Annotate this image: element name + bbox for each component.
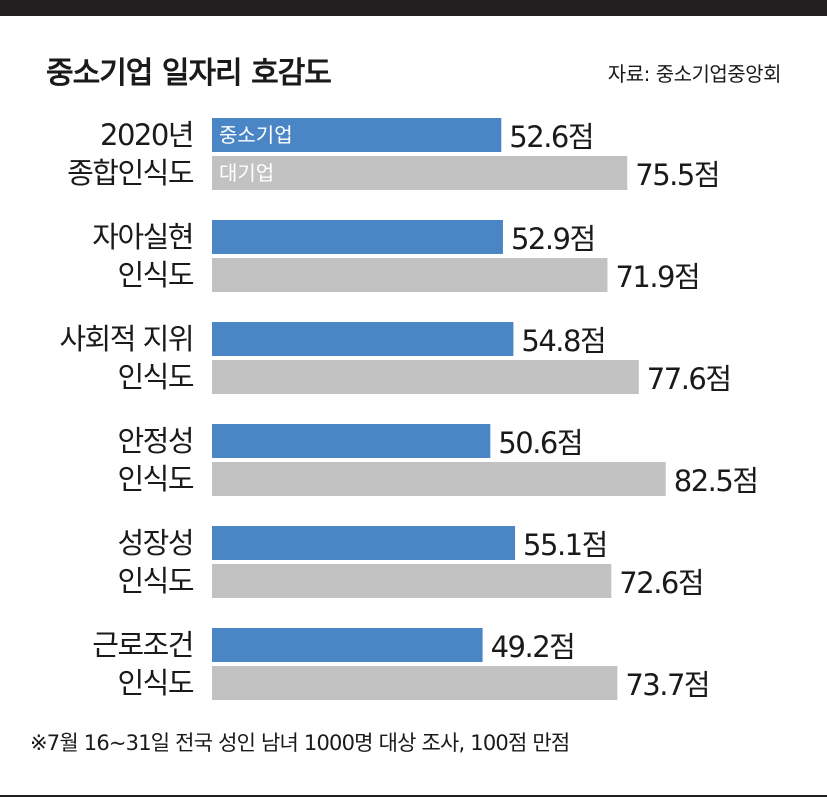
category-label: 근로조건 인식도 <box>92 628 194 700</box>
chart-title: 중소기업 일자리 호감도 <box>46 56 332 91</box>
survey-note: ※7월 16~31일 전국 성인 남녀 1000명 대상 조사, 100점 만점 <box>30 731 570 755</box>
bar-sme <box>212 118 502 152</box>
value-label: 71.9점 <box>615 260 699 294</box>
bar-large <box>212 666 618 700</box>
bar-large <box>212 360 639 394</box>
bar-large <box>212 462 666 496</box>
category-label: 자아실현 인식도 <box>92 220 194 292</box>
category-label: 성장성 인식도 <box>117 526 193 598</box>
value-label: 73.7점 <box>625 668 709 702</box>
bar-large <box>212 258 608 292</box>
bar-sme <box>212 220 503 254</box>
bar-sme <box>212 628 483 662</box>
value-label: 55.1점 <box>523 528 607 562</box>
legend-label: 중소기업 <box>219 123 293 147</box>
bar-sme <box>212 322 514 356</box>
category-label: 사회적 지위 인식도 <box>59 322 193 394</box>
top-bar <box>0 0 827 16</box>
legend-label: 대기업 <box>219 161 274 185</box>
value-label: 77.6점 <box>647 362 731 396</box>
value-label: 52.6점 <box>509 120 593 154</box>
value-label: 54.8점 <box>521 324 605 358</box>
bar-sme <box>212 424 491 458</box>
bar-large <box>212 156 628 190</box>
value-label: 50.6점 <box>498 426 582 460</box>
value-label: 49.2점 <box>491 630 575 664</box>
category-label: 2020년 종합인식도 <box>67 118 194 190</box>
bar-sme <box>212 526 516 560</box>
value-label: 52.9점 <box>511 222 595 256</box>
bar-large <box>212 564 612 598</box>
source-label: 자료: 중소기업중앙회 <box>607 62 782 86</box>
value-label: 82.5점 <box>674 464 758 498</box>
category-label: 안정성 인식도 <box>117 424 193 496</box>
bottom-rule <box>0 795 827 797</box>
value-label: 72.6점 <box>619 566 703 600</box>
value-label: 75.5점 <box>635 158 719 192</box>
